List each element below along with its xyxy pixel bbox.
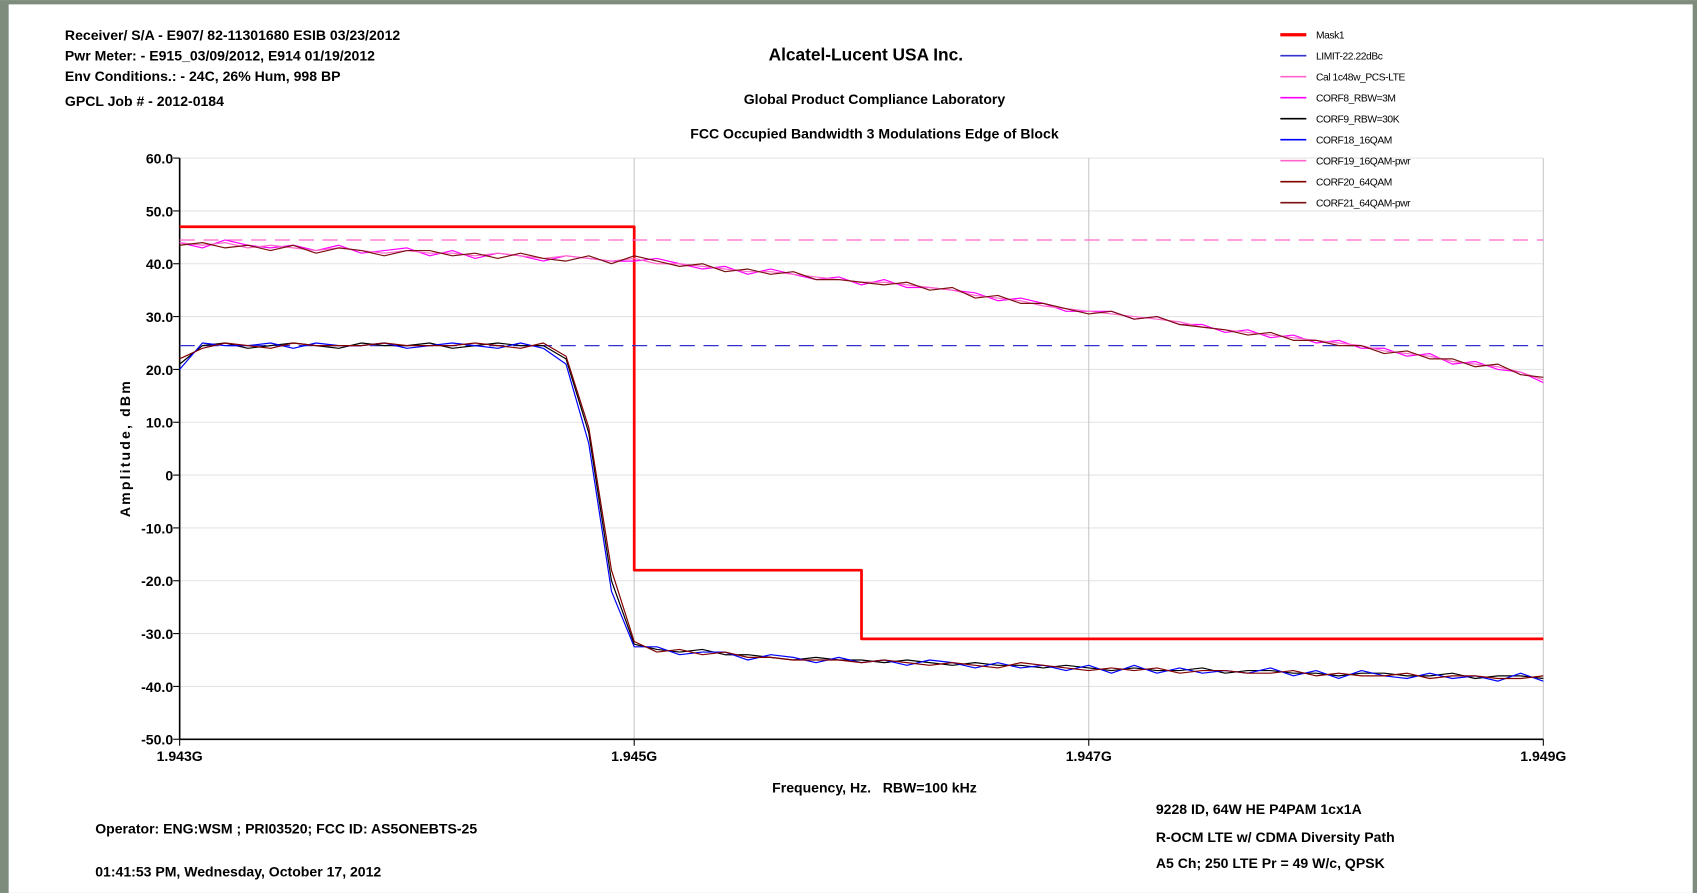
- x-axis-label: Frequency, Hz. RBW=100 kHz: [772, 779, 977, 795]
- header-line: Env Conditions.: - 24C, 26% Hum, 998 BP: [65, 68, 341, 84]
- x-tick-label: 1.949G: [1520, 748, 1566, 764]
- footer-line: A5 Ch; 250 LTE Pr = 49 W/c, QPSK: [1156, 855, 1386, 871]
- legend-label: CORF19_16QAM-pwr: [1316, 156, 1411, 167]
- chart-subtitle: FCC Occupied Bandwidth 3 Modulations Edg…: [690, 126, 1059, 142]
- y-tick-label: 0: [165, 467, 173, 483]
- chart-title: Alcatel-Lucent USA Inc.: [769, 45, 963, 65]
- y-tick-label: -50.0: [141, 732, 173, 748]
- series-line: [179, 239, 1544, 384]
- y-axis-label: Amplitude, dBm: [117, 379, 133, 517]
- y-tick-label: 30.0: [146, 309, 174, 325]
- x-tick-label: 1.945G: [611, 748, 657, 764]
- series-line: [179, 342, 1544, 680]
- legend-label: CORF21_64QAM-pwr: [1316, 198, 1411, 209]
- series-line: [179, 225, 1544, 641]
- y-tick-label: -30.0: [141, 626, 173, 642]
- series-line: [179, 242, 1544, 378]
- header-line: Pwr Meter: - E915_03/09/2012, E914 01/19…: [65, 48, 375, 64]
- y-tick-label: 40.0: [146, 256, 174, 272]
- y-tick-label: -40.0: [141, 679, 173, 695]
- legend-label: LIMIT-22.22dBc: [1316, 51, 1383, 62]
- y-tick-label: -20.0: [141, 573, 173, 589]
- legend-label: CORF8_RBW=3M: [1316, 93, 1396, 104]
- legend-label: Mask1: [1316, 30, 1345, 41]
- header-line: GPCL Job # - 2012-0184: [65, 93, 224, 109]
- y-tick-label: 10.0: [146, 415, 174, 431]
- footer-line: R-OCM LTE w/ CDMA Diversity Path: [1156, 829, 1395, 845]
- x-tick-label: 1.947G: [1066, 748, 1112, 764]
- y-tick-label: -10.0: [141, 520, 173, 536]
- y-tick-label: 60.0: [146, 150, 174, 166]
- legend-label: CORF20_64QAM: [1316, 177, 1392, 188]
- legend-label: CORF9_RBW=30K: [1316, 114, 1400, 125]
- x-tick-label: 1.943G: [157, 748, 203, 764]
- page-background: [8, 4, 1693, 893]
- legend-label: CORF18_16QAM: [1316, 135, 1392, 146]
- footer-line: 01:41:53 PM, Wednesday, October 17, 2012: [95, 864, 381, 880]
- y-tick-label: 20.0: [146, 362, 174, 378]
- footer-line: Operator: ENG:WSM ; PRI03520; FCC ID: AS…: [95, 820, 477, 836]
- header-line: Receiver/ S/A - E907/ 82-11301680 ESIB 0…: [65, 27, 400, 43]
- chart-subtitle: Global Product Compliance Laboratory: [744, 91, 1006, 107]
- y-tick-label: 50.0: [146, 203, 174, 219]
- footer-line: 9228 ID, 64W HE P4PAM 1cx1A: [1156, 801, 1362, 817]
- legend-label: Cal 1c48w_PCS-LTE: [1316, 72, 1405, 83]
